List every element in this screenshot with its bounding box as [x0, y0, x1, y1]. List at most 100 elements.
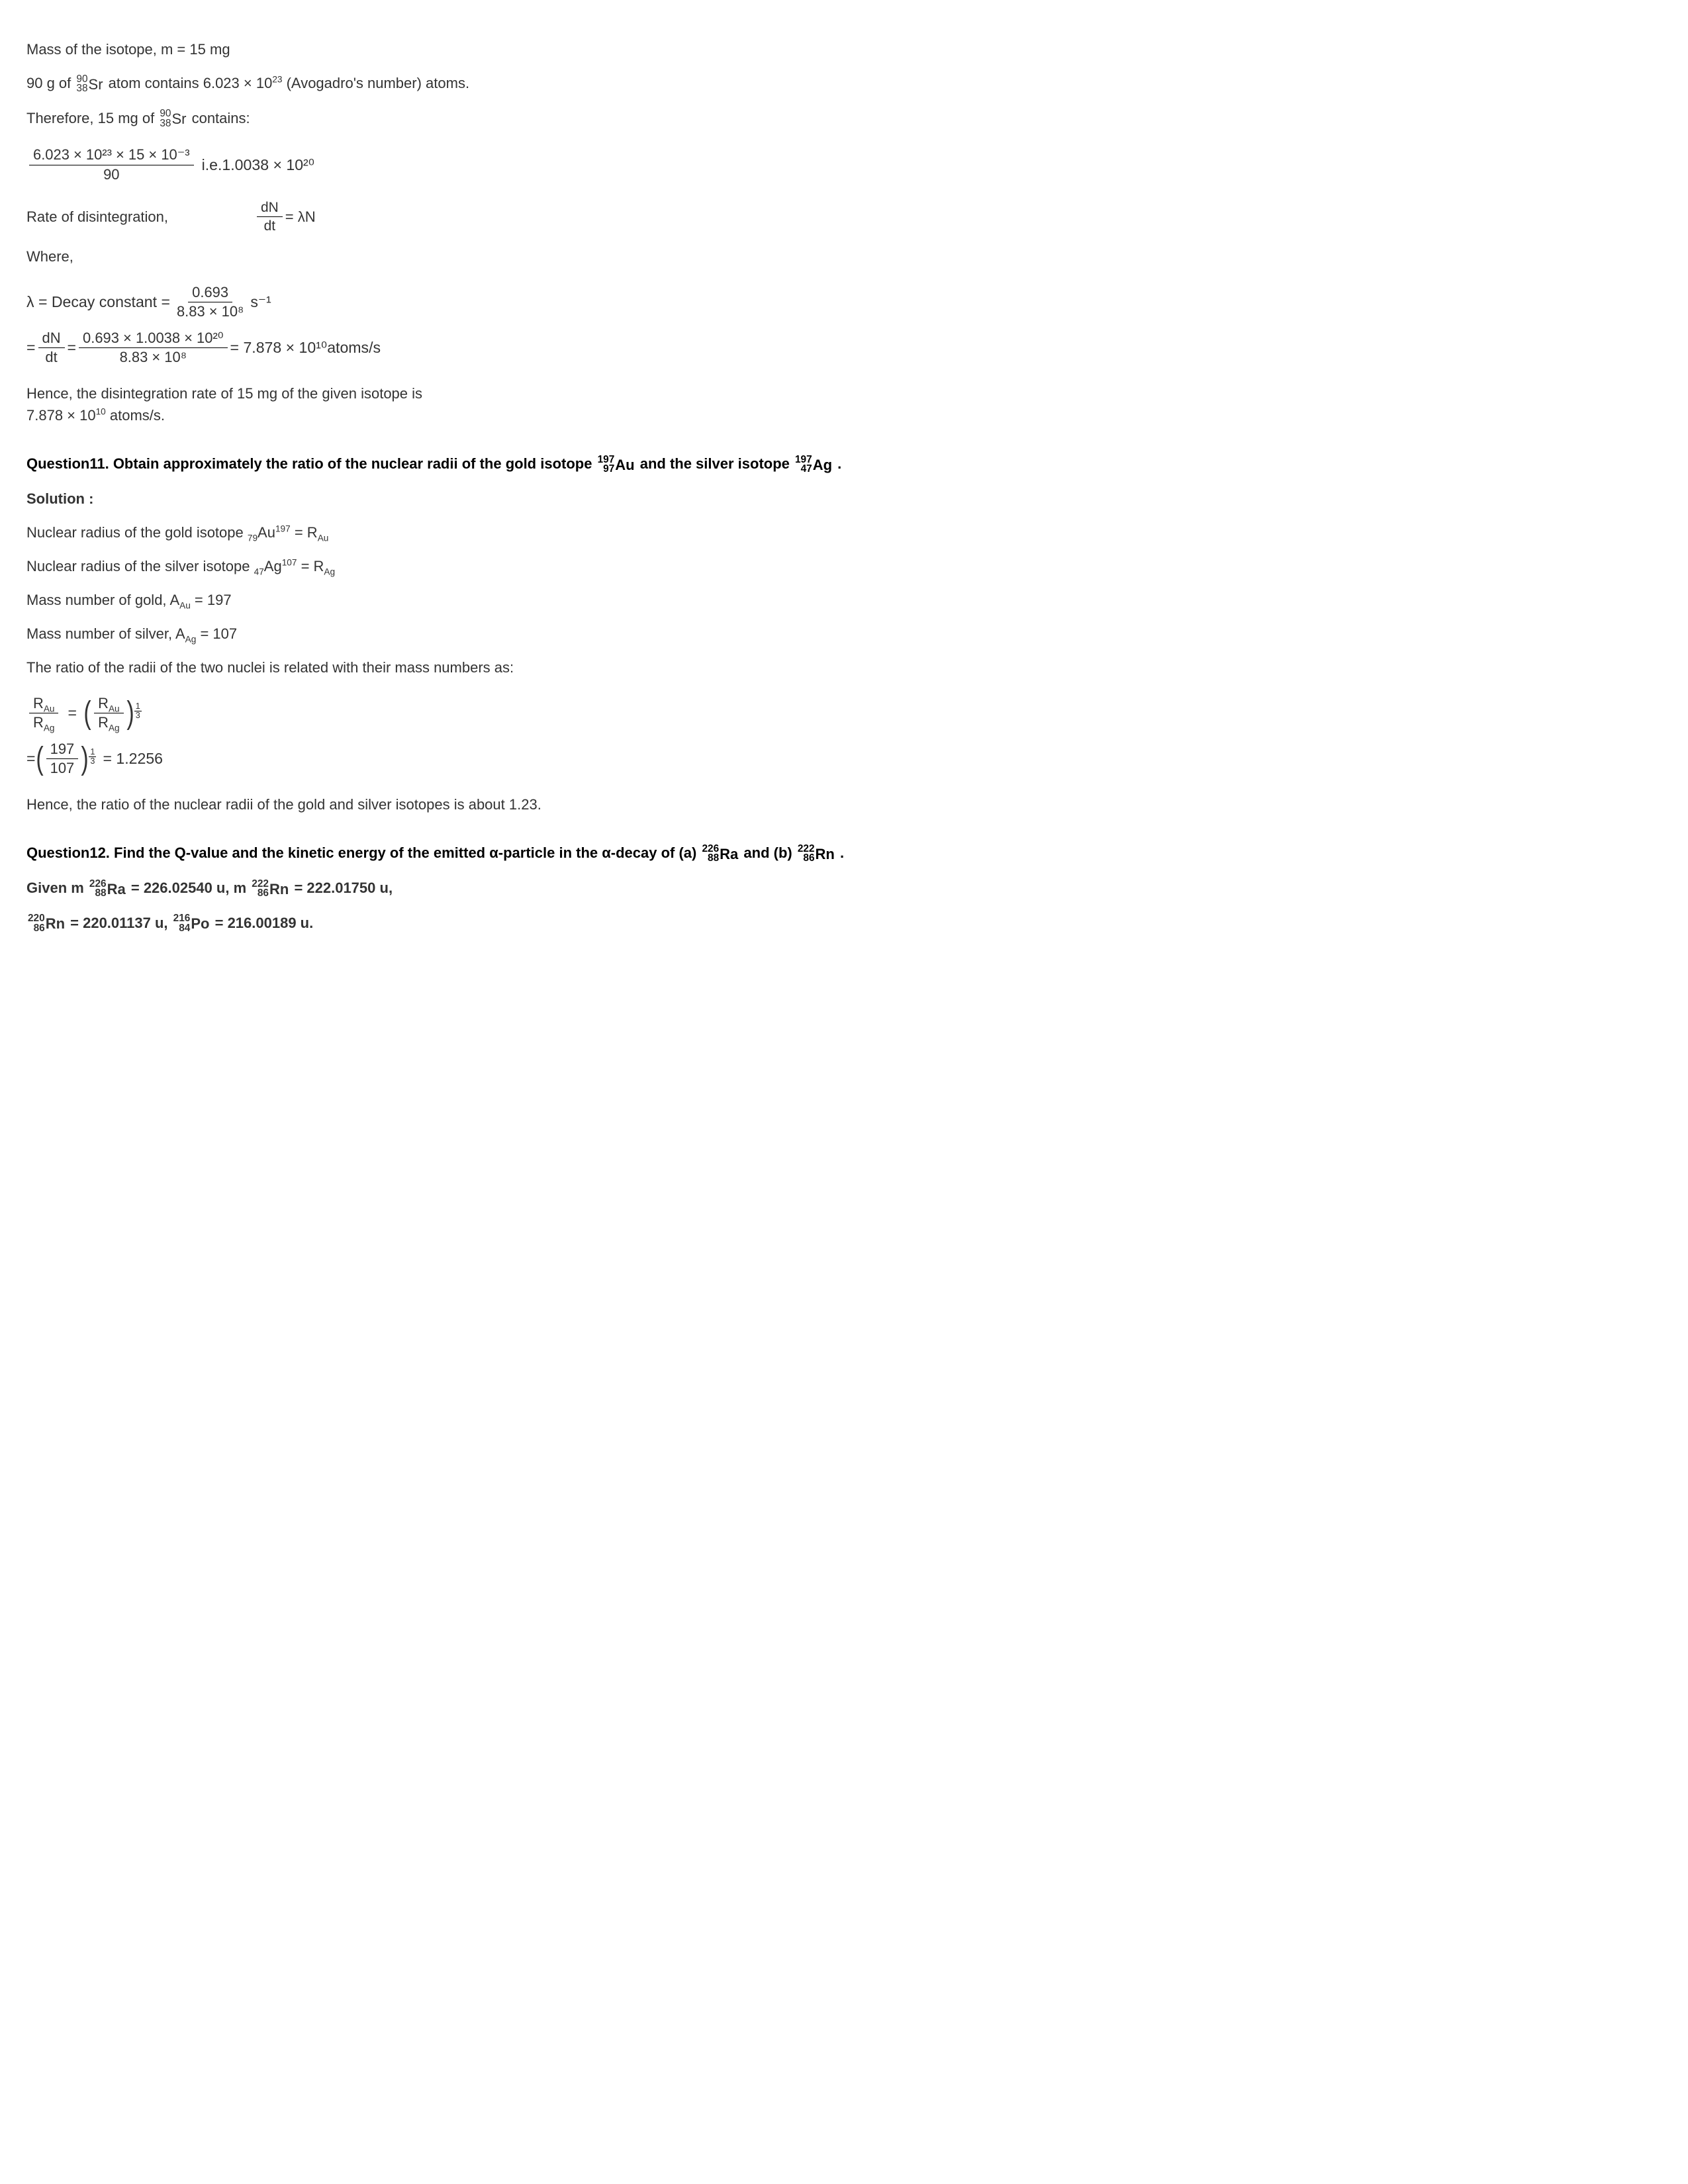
sub: Ag [109, 723, 120, 733]
bot: 47 [801, 465, 812, 475]
result: i.e.1.0038 × 10²⁰ [202, 154, 314, 177]
q12-given: Given m 226 88 Ra = 226.02540 u, m 222 8… [26, 877, 1662, 900]
eq-decay-const: λ = Decay constant = 0.693 8.83 × 10⁸ s⁻… [26, 285, 271, 320]
rn-isotope-2: 222 86 Rn [252, 878, 289, 900]
rhs: = λN [285, 206, 316, 228]
hence-2: 7.878 × 1010 atoms/s. [26, 404, 1662, 426]
mass-line: Mass of the isotope, m = 15 mg [26, 38, 1662, 60]
den: 3 [134, 711, 142, 720]
rn-isotope: 222 86 Rn [798, 843, 835, 865]
where-label: Where, [26, 246, 1662, 267]
txt: (Avogadro's number) atoms. [287, 75, 469, 91]
sym: Au [258, 524, 275, 541]
bot: 88 [708, 854, 719, 864]
avogadro-line: 90 g of 90 38 Sr atom contains 6.023 × 1… [26, 72, 1662, 95]
q11-eq-line1: RAu RAg = ( RAu RAg ) 1 3 [26, 696, 142, 731]
num: 197 [46, 741, 79, 759]
den: 3 [89, 757, 96, 766]
txt: Therefore, 15 mg of [26, 110, 158, 126]
iso-sym: Sr [171, 108, 186, 130]
end: . [837, 455, 841, 472]
eq: = R [295, 524, 318, 541]
sym: Ra [720, 843, 738, 865]
num: 1 [134, 702, 142, 711]
eq: = R [301, 558, 324, 574]
frac: 0.693 8.83 × 10⁸ [173, 285, 248, 320]
iso-bot: 38 [76, 84, 87, 94]
sup: 197 [275, 523, 291, 533]
dndt: dN dt [257, 200, 283, 234]
bot: 84 [179, 924, 190, 934]
num: dN [38, 330, 65, 348]
q11-p2: Nuclear radius of the silver isotope 47A… [26, 555, 1662, 577]
sup: 107 [282, 557, 297, 567]
q12-given-2: 220 86 Rn = 220.01137 u, 216 84 Po = 216… [26, 912, 1662, 935]
sub: Ag [185, 634, 197, 644]
subpre: 79 [248, 533, 258, 543]
sub: Au [318, 533, 329, 543]
sym: Po [191, 913, 209, 934]
eq-atoms-count: 6.023 × 10²³ × 15 × 10⁻³ 90 i.e.1.0038 ×… [26, 147, 314, 182]
lparen-icon: ( [36, 745, 43, 774]
pre: Question12. Find the Q-value and the kin… [26, 844, 700, 861]
den: 107 [46, 759, 79, 776]
label: Rate of disintegration, [26, 206, 168, 228]
sym: Ag [813, 454, 832, 476]
r: R [33, 714, 44, 731]
q12-title: Question12. Find the Q-value and the kin… [26, 842, 1662, 865]
result: = 1.2256 [103, 747, 163, 770]
q11-p5: The ratio of the radii of the two nuclei… [26, 657, 1662, 678]
po-isotope: 216 84 Po [173, 913, 210, 934]
bot: 88 [95, 889, 106, 899]
r: R [98, 714, 109, 731]
num: 0.693 [188, 285, 232, 302]
bot: 86 [258, 889, 269, 899]
num: 6.023 × 10²³ × 15 × 10⁻³ [29, 147, 194, 165]
sym: Rn [46, 913, 65, 934]
ra-mass: = 226.02540 u, [131, 880, 230, 896]
sym: Ra [107, 878, 126, 900]
eq-rate-calc: = dN dt = 0.693 × 1.0038 × 10²⁰ 8.83 × 1… [26, 330, 381, 365]
rparen-icon: ) [81, 745, 89, 774]
power: 1 3 [134, 702, 142, 719]
ra-isotope-2: 226 88 Ra [89, 878, 126, 900]
frac: 197 107 [46, 741, 79, 776]
txt: atom contains 6.023 × 10 [109, 75, 273, 91]
pre: Mass number of silver, A [26, 625, 185, 642]
end: . [840, 844, 844, 861]
num: dN [257, 200, 283, 217]
sr-isotope: 90 38 Sr [76, 73, 103, 95]
iso-sym: Sr [89, 73, 103, 95]
post: = 197 [191, 592, 232, 608]
sym: Ag [264, 558, 282, 574]
sub: Au [44, 704, 55, 713]
lhs-frac: RAu RAg [29, 696, 58, 731]
bot: 86 [34, 924, 45, 934]
den: 8.83 × 10⁸ [116, 348, 191, 365]
lparen-icon: ( [83, 699, 91, 728]
sub: Ag [44, 723, 55, 733]
r: R [98, 695, 109, 711]
unit: s⁻¹ [250, 291, 271, 314]
hence-1: Hence, the disintegration rate of 15 mg … [26, 383, 1662, 404]
rn-mass: = 222.01750 u, [294, 880, 393, 896]
rhs-frac: RAu RAg [94, 696, 123, 731]
iso-bot: 38 [160, 119, 171, 129]
bot: 97 [603, 465, 614, 475]
po-mass: = 216.00189 u. [215, 915, 314, 931]
sr-isotope-2: 90 38 Sr [160, 108, 186, 130]
mass-val: 15 mg [189, 41, 230, 58]
frac: 6.023 × 10²³ × 15 × 10⁻³ 90 [29, 147, 194, 182]
mass-pre: Mass of the isotope, m = [26, 41, 189, 58]
mid: and (b) [743, 844, 792, 861]
sym: Au [615, 454, 634, 476]
post: = 107 [196, 625, 237, 642]
ag-isotope: 197 47 Ag [795, 454, 832, 476]
q11-p3: Mass number of gold, AAu = 197 [26, 589, 1662, 611]
subpre: 47 [254, 567, 264, 576]
dndt: dN dt [38, 330, 65, 365]
txt: 90 g of [26, 75, 75, 91]
solution-label: Solution : [26, 488, 1662, 510]
sub: Ag [324, 567, 335, 576]
au-isotope: 197 97 Au [598, 454, 635, 476]
